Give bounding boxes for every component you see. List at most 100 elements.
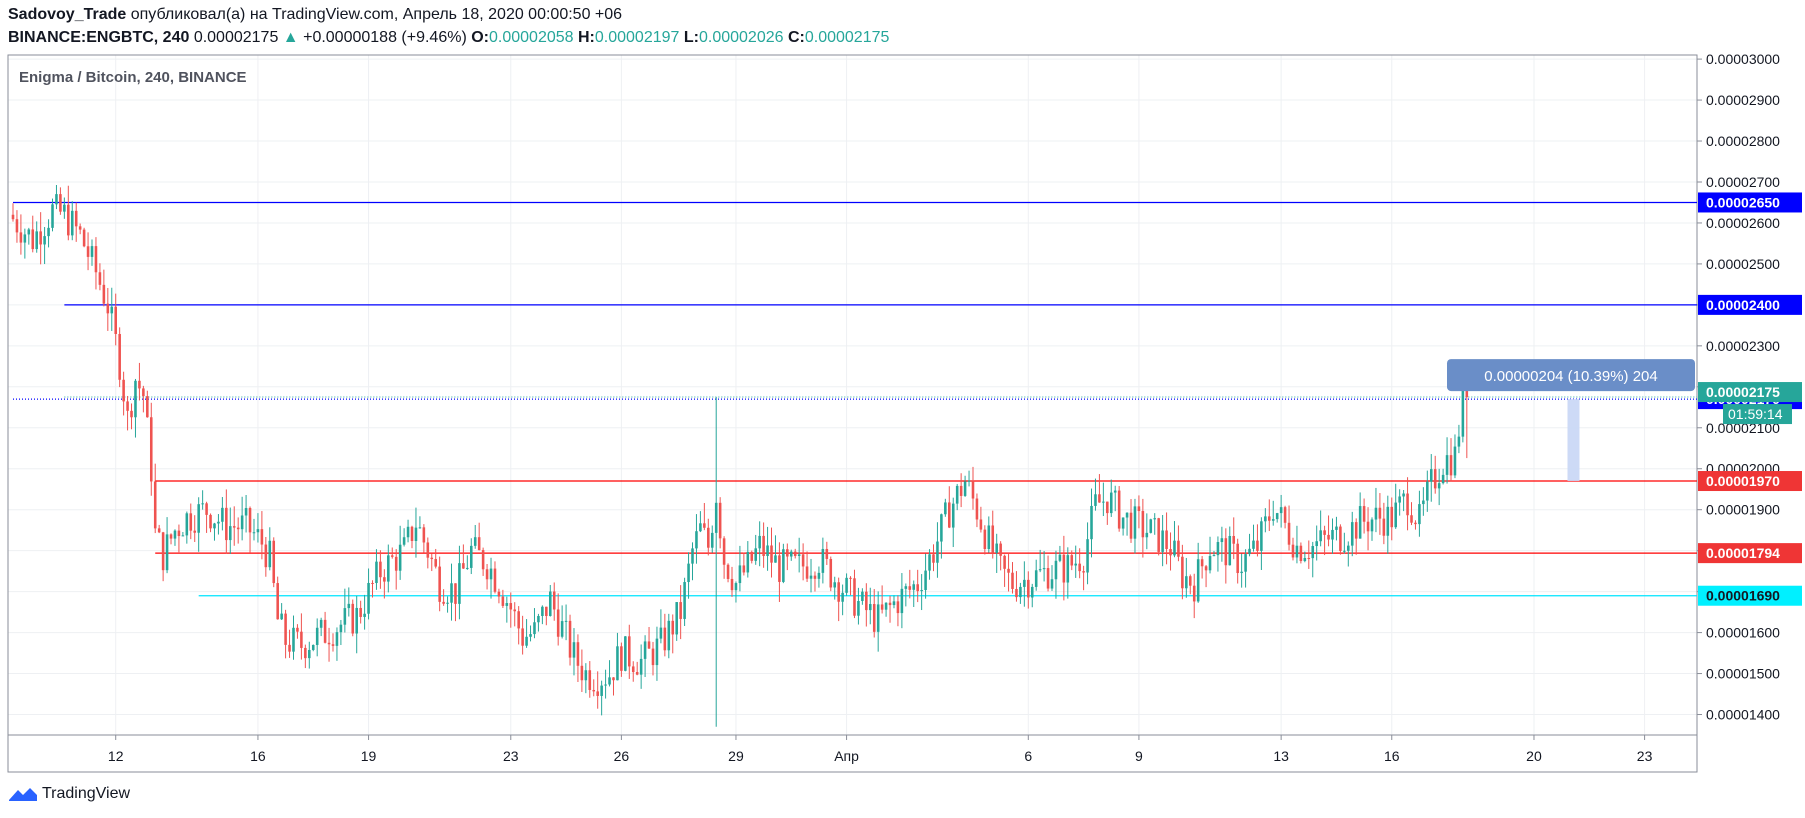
candle-body bbox=[1386, 506, 1390, 536]
candle-body bbox=[1050, 579, 1054, 589]
candle-body bbox=[446, 602, 449, 604]
candle-body bbox=[161, 532, 165, 571]
candle-body bbox=[11, 214, 15, 220]
candle-body bbox=[766, 545, 769, 557]
candle-body bbox=[643, 641, 647, 659]
footer-brand[interactable]: TradingView bbox=[8, 785, 130, 803]
candle-body bbox=[572, 642, 576, 658]
candle-body bbox=[651, 648, 655, 666]
candle-body bbox=[35, 231, 38, 250]
candle-body bbox=[1212, 555, 1216, 557]
candle-body bbox=[782, 549, 785, 582]
candle-body bbox=[628, 636, 631, 667]
candle-body bbox=[138, 380, 141, 389]
level-tag bbox=[1698, 543, 1802, 564]
candle-body bbox=[315, 627, 319, 645]
candle-body bbox=[213, 523, 216, 529]
candle-body bbox=[631, 666, 635, 673]
candle-body bbox=[1358, 506, 1362, 539]
candle-body bbox=[55, 194, 58, 205]
candle-body bbox=[335, 632, 339, 646]
candle-body bbox=[880, 604, 884, 610]
candle-body bbox=[722, 538, 726, 565]
candles bbox=[11, 184, 1469, 727]
candle-body bbox=[703, 523, 706, 528]
candle-body bbox=[1315, 541, 1318, 547]
candle-body bbox=[1426, 481, 1429, 501]
candle-body bbox=[620, 646, 623, 671]
candle-body bbox=[920, 590, 923, 592]
candle-body bbox=[837, 582, 840, 602]
candle-body bbox=[1177, 540, 1180, 557]
candle-body bbox=[505, 603, 509, 606]
candle-body bbox=[1070, 555, 1074, 566]
candle-body bbox=[1200, 559, 1204, 567]
candle-body bbox=[639, 658, 643, 675]
x-tick-label: 19 bbox=[361, 748, 377, 764]
candle-body bbox=[667, 620, 671, 651]
candle-body bbox=[892, 601, 896, 606]
candle-body bbox=[308, 649, 311, 659]
candle-body bbox=[750, 551, 754, 561]
candle-body bbox=[833, 582, 837, 588]
candle-body bbox=[797, 554, 801, 556]
candle-body bbox=[707, 527, 710, 548]
candle-body bbox=[1098, 494, 1101, 503]
candle-body bbox=[1220, 538, 1224, 543]
x-tick-label: 16 bbox=[1384, 748, 1400, 764]
x-tick-label: 13 bbox=[1273, 748, 1289, 764]
candle-body bbox=[1094, 494, 1097, 506]
candle-body bbox=[51, 204, 54, 228]
candle-body bbox=[153, 481, 157, 529]
candle-body bbox=[438, 566, 441, 602]
candle-body bbox=[963, 481, 967, 496]
price-tags: 0.000026500.000024000.000021700.00001970… bbox=[1698, 192, 1802, 606]
publication-info: Sadovoy_Trade опубликовал(а) на TradingV… bbox=[8, 6, 622, 24]
candle-body bbox=[588, 670, 592, 690]
author-name[interactable]: Sadovoy_Trade bbox=[8, 6, 127, 23]
candle-body bbox=[1224, 538, 1228, 566]
candle-body bbox=[1038, 569, 1042, 571]
candle-body bbox=[193, 530, 197, 533]
candle-body bbox=[1157, 518, 1160, 552]
candle-body bbox=[537, 615, 540, 623]
y-tick-label: 0.00001900 bbox=[1706, 502, 1780, 518]
measure-tool[interactable]: 0.00000204 (10.39%) 204 bbox=[1447, 359, 1695, 482]
high-value: 0.00002197 bbox=[594, 29, 680, 46]
up-arrow-icon: ▲ bbox=[282, 29, 299, 46]
candle-body bbox=[1019, 586, 1022, 598]
candle-body bbox=[15, 219, 19, 233]
candle-body bbox=[647, 641, 651, 649]
candle-body bbox=[236, 527, 240, 530]
candle-body bbox=[244, 508, 248, 516]
candle-body bbox=[383, 577, 386, 582]
candle-body bbox=[821, 548, 825, 573]
candle-body bbox=[1362, 506, 1366, 522]
candle-body bbox=[1291, 544, 1295, 558]
candle-body bbox=[825, 548, 829, 559]
candle-body bbox=[74, 210, 78, 227]
symbol-info: BINANCE:ENGBTC, 240 0.00002175 ▲ +0.0000… bbox=[8, 29, 889, 47]
candle-body bbox=[1228, 535, 1232, 566]
price-change: +0.00000188 (+9.46%) bbox=[303, 29, 467, 46]
candle-body bbox=[1042, 568, 1046, 570]
candle-body bbox=[1374, 507, 1378, 520]
candle-body bbox=[762, 535, 765, 557]
candle-body bbox=[82, 229, 86, 247]
candle-body bbox=[173, 530, 177, 539]
candle-body bbox=[529, 634, 532, 637]
candle-body bbox=[39, 231, 42, 245]
candle-body bbox=[78, 226, 82, 230]
x-axis-labels: 12 16 19 23 26 29 Апр 6 9 13 16 20 23 bbox=[108, 735, 1653, 764]
candle-body bbox=[149, 417, 153, 482]
candle-body bbox=[774, 555, 777, 563]
candle-body bbox=[738, 565, 742, 584]
level-tag-label: 0.00001794 bbox=[1706, 545, 1780, 561]
candle-body bbox=[1299, 545, 1303, 562]
candle-body bbox=[754, 548, 757, 561]
candle-body bbox=[695, 531, 698, 549]
candle-body bbox=[1090, 505, 1093, 540]
candle-body bbox=[1244, 554, 1247, 572]
candle-body bbox=[430, 557, 434, 560]
